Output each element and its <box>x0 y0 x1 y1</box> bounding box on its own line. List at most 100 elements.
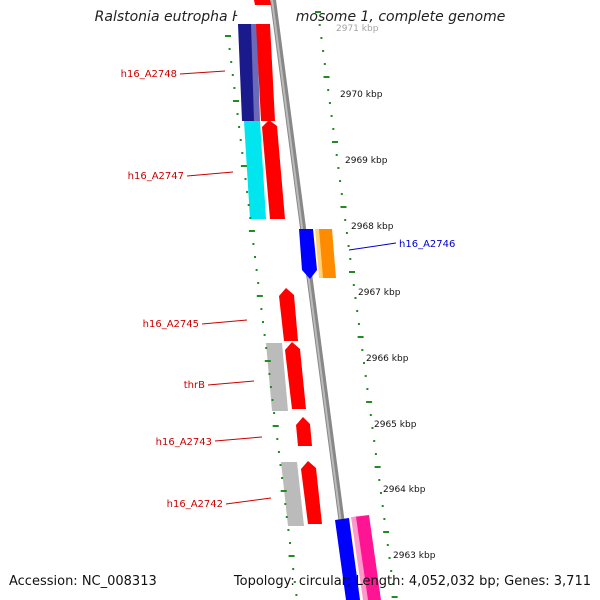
outer-ring-tick <box>347 245 350 247</box>
outer-ring-tick <box>380 492 382 494</box>
outer-ring-tick <box>320 37 323 39</box>
inner-ring-tick <box>287 529 290 531</box>
connector-a2747 <box>186 171 234 177</box>
inner-ring-tick <box>295 594 298 596</box>
outer-ring-tick <box>374 453 377 455</box>
connector-a2742 <box>225 497 272 505</box>
outer-ring-tick <box>386 544 389 546</box>
outer-ring-tick <box>332 141 338 143</box>
outer-ring-tick <box>366 388 369 390</box>
cog-block-a2747 <box>244 121 266 219</box>
cog-block-bottom-pink <box>353 515 381 600</box>
inner-ring-tick <box>239 139 242 141</box>
inner-ring-tick <box>285 516 288 518</box>
gene-label-a2743[interactable]: h16_A2743 <box>156 437 212 448</box>
connector-thrb <box>207 380 255 386</box>
kbp-label-2970: 2970 kbp <box>340 90 383 100</box>
connector-a2748 <box>179 70 226 75</box>
connector-a2745 <box>201 319 248 325</box>
inner-ring-tick <box>289 542 291 544</box>
outer-ring-tick <box>323 76 330 78</box>
inner-ring-tick <box>273 412 276 414</box>
gene-label-a2747[interactable]: h16_A2747 <box>128 171 184 182</box>
kbp-label-2964: 2964 kbp <box>383 485 426 495</box>
inner-ring-tick <box>281 477 284 479</box>
gene-feature-a2746 <box>299 229 317 279</box>
inner-ring-tick <box>254 256 256 258</box>
gene-feature-a2743 <box>296 417 312 446</box>
gene-feature-a2748-top <box>254 0 271 5</box>
gene-label-a2742[interactable]: h16_A2742 <box>167 499 223 510</box>
outer-ring-tick <box>349 271 355 273</box>
inner-ring-tick <box>280 490 287 492</box>
kbp-label-2971: 2971 kbp <box>336 24 379 34</box>
cog-block-thrb <box>266 343 288 411</box>
inner-ring-tick <box>276 438 279 440</box>
inner-ring-tick <box>293 581 296 583</box>
inner-ring-tick <box>269 386 272 388</box>
backbone-highlight <box>271 0 352 600</box>
inner-ring-tick <box>256 295 263 297</box>
inner-ring-tick <box>288 555 295 557</box>
outer-ring-tick <box>352 284 355 286</box>
inner-ring-tick <box>241 152 244 154</box>
outer-ring-tick <box>327 89 330 91</box>
cog-block-bottom-pink-shade <box>351 517 368 600</box>
outer-ring-tick <box>315 11 321 13</box>
kbp-label-2966: 2966 kbp <box>366 354 409 364</box>
kbp-label-2965: 2965 kbp <box>374 420 417 430</box>
gene-feature-a2745 <box>279 288 298 341</box>
cog-track-reverse <box>238 24 304 526</box>
outer-ring-tick <box>391 596 398 598</box>
inner-ring-tick <box>236 113 239 115</box>
outer-ring-tick <box>335 154 338 156</box>
inner-ring-tick <box>225 35 231 37</box>
gene-feature-bottom-blue <box>335 518 360 600</box>
gene-label-a2746[interactable]: h16_A2746 <box>399 239 455 250</box>
gene-label-thrb[interactable]: thrB <box>184 380 205 391</box>
cog-block-a2742 <box>281 462 304 526</box>
outer-ring-tick <box>390 570 393 572</box>
inner-ring-tick <box>249 217 252 219</box>
gene-feature-a2747 <box>262 120 285 219</box>
inner-ring-tick <box>248 230 255 232</box>
connector-a2743 <box>214 436 263 442</box>
inner-ring-tick <box>264 360 271 362</box>
outer-ring-tick <box>369 414 372 416</box>
inner-ring-tick <box>272 425 279 427</box>
gene-feature-thrb <box>285 342 306 409</box>
inner-ring-tick <box>271 399 274 401</box>
inner-ring-tick <box>238 126 241 128</box>
gene-label-a2745[interactable]: h16_A2745 <box>143 319 199 330</box>
outer-ring-tick <box>361 349 364 351</box>
inner-ring-tick <box>265 347 268 349</box>
gene-label-a2748[interactable]: h16_A2748 <box>121 69 177 80</box>
inner-ring-tick <box>244 178 247 180</box>
kbp-label-2968: 2968 kbp <box>351 222 394 232</box>
kbp-label-2969: 2969 kbp <box>345 156 388 166</box>
inner-ring-tick <box>233 87 236 89</box>
outer-ring-tick <box>383 531 390 533</box>
outer-ring-tick <box>344 219 347 221</box>
outer-ring-tick <box>371 427 374 429</box>
inner-ring-tick <box>230 61 233 63</box>
connector-a2746 <box>348 242 397 251</box>
inner-ring-tick <box>252 243 255 245</box>
inner-ring-tick <box>255 269 258 271</box>
kbp-label-2967: 2967 kbp <box>358 288 401 298</box>
outer-ring-tick <box>340 206 347 208</box>
inner-ring-tick <box>268 373 271 375</box>
gene-feature-a2748 <box>256 24 275 121</box>
inner-ring-tick <box>228 48 231 50</box>
inner-ring-tick <box>247 204 250 206</box>
inner-ring-tick <box>284 503 287 505</box>
gene-feature-a2742 <box>301 461 322 524</box>
outer-ring-tick <box>339 180 342 182</box>
inner-ring-tick <box>260 308 263 310</box>
outer-ring-tick <box>391 583 394 585</box>
outer-ring-tick <box>330 115 333 117</box>
outer-ring-tick <box>356 310 359 312</box>
kbp-labels: 2971 kbp 2970 kbp 2969 kbp 2968 kbp 2967… <box>336 24 436 561</box>
outer-ring-tick <box>383 518 386 520</box>
